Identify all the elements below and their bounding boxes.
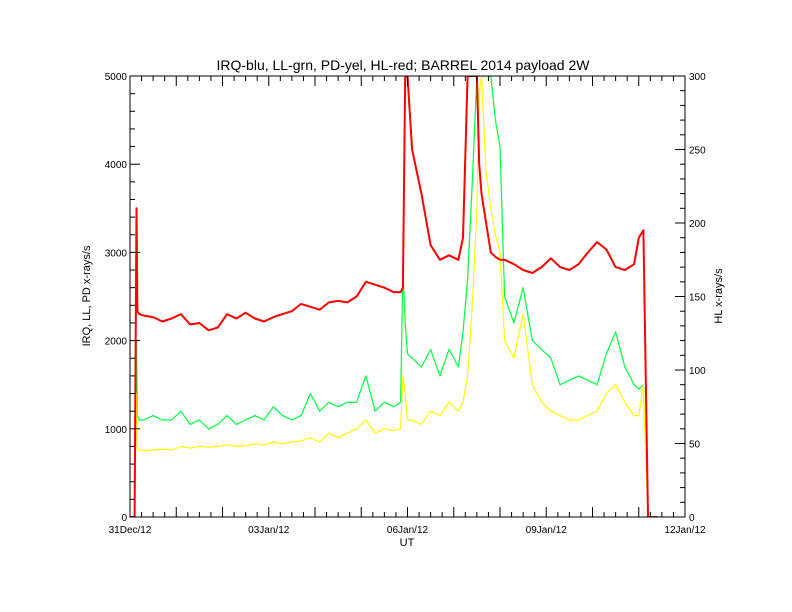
x-axis: 31Dec/12 03Jan/12 06Jan/12 09Jan/12 12Jan/12 (109, 76, 706, 536)
x-tick-label: 03Jan/12 (248, 525, 290, 536)
x-tick-label: 06Jan/12 (387, 525, 429, 536)
y2-tick-label: 300 (689, 72, 706, 83)
y-axis-right-title: HL x-rays/s (713, 268, 725, 324)
y-axis-left: 0 1000 2000 3000 4000 5000 (105, 72, 140, 524)
x-tick-label: 12Jan/12 (664, 525, 706, 536)
x-axis-title: UT (400, 537, 415, 549)
y2-tick-label: 50 (689, 440, 701, 451)
y2-tick-label: 200 (689, 219, 706, 230)
y2-tick-label: 150 (689, 293, 706, 304)
y2-tick-label: 0 (689, 513, 695, 524)
series-line-pd (130, 76, 658, 517)
series-line-hl (130, 76, 658, 517)
y-axis-right: 0 50 100 150 200 250 300 (675, 72, 706, 524)
y2-tick-label: 100 (689, 366, 706, 377)
chart-title: IRQ-blu, LL-grn, PD-yel, HL-red; BARREL … (217, 57, 591, 73)
y-tick-label: 3000 (105, 248, 128, 259)
series-line-ll (130, 76, 658, 517)
y-tick-label: 4000 (105, 160, 128, 171)
y-axis-left-title: IRQ, LL, PD x-rays/s (81, 245, 93, 346)
y-tick-label: 0 (121, 513, 127, 524)
plot-area (130, 76, 658, 517)
y-tick-label: 5000 (105, 72, 128, 83)
y-tick-label: 1000 (105, 425, 128, 436)
y-tick-label: 2000 (105, 337, 128, 348)
y2-tick-label: 250 (689, 146, 706, 157)
x-tick-label: 09Jan/12 (526, 525, 568, 536)
x-tick-label: 31Dec/12 (109, 525, 152, 536)
